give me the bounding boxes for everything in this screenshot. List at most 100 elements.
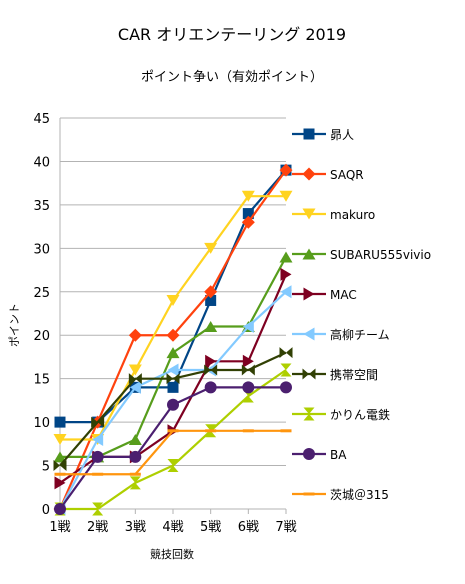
data-point xyxy=(166,373,173,385)
legend-item: SUBARU555vivio xyxy=(292,248,431,262)
x-tick-label: 6戦 xyxy=(238,520,259,535)
chart-title: CAR オリエンテーリング 2019 xyxy=(118,25,346,44)
legend-marker xyxy=(309,368,316,380)
data-point xyxy=(128,328,142,342)
y-axis-label: ポイント xyxy=(8,303,21,347)
y-tick-label: 45 xyxy=(33,112,50,127)
data-point xyxy=(92,472,104,476)
x-tick-label: 4戦 xyxy=(162,520,183,535)
legend-marker xyxy=(303,492,315,496)
x-tick-label: 2戦 xyxy=(87,520,108,535)
data-point xyxy=(92,432,104,446)
data-point xyxy=(129,482,141,490)
data-point xyxy=(167,398,179,411)
data-point xyxy=(204,364,211,376)
data-point xyxy=(54,472,66,476)
legend-label: 携帯空間 xyxy=(330,367,378,382)
data-point xyxy=(242,381,255,394)
x-tick-label: 1戦 xyxy=(49,520,70,535)
legend-item: 昴人 xyxy=(292,128,354,142)
data-point xyxy=(97,416,105,428)
legend: 昴人 SAQR makuro SUBARU555vivio MAC 高柳チーム携帯空間かり… xyxy=(292,128,431,502)
data-point xyxy=(167,363,179,377)
data-point xyxy=(204,321,218,333)
series-7 xyxy=(53,347,293,472)
data-point xyxy=(280,363,292,370)
y-tick-label: 10 xyxy=(33,416,50,431)
y-tick-label: 5 xyxy=(42,460,50,475)
data-point xyxy=(92,502,104,509)
series-9 xyxy=(54,381,292,515)
data-point xyxy=(242,208,254,220)
series-10 xyxy=(54,429,292,476)
data-point xyxy=(54,476,66,490)
data-point xyxy=(205,354,217,368)
data-point xyxy=(128,364,142,376)
data-point xyxy=(280,381,292,394)
y-tick-label: 0 xyxy=(42,503,50,518)
x-tick-label: 5戦 xyxy=(200,520,221,535)
data-point xyxy=(205,424,217,431)
data-point xyxy=(167,381,179,393)
legend-marker xyxy=(303,287,315,301)
data-point xyxy=(129,472,141,476)
data-point xyxy=(205,294,217,306)
y-tick-label: 30 xyxy=(33,242,50,257)
legend-marker xyxy=(302,208,316,220)
data-point xyxy=(241,364,249,376)
legend-item: 茨城＠315 xyxy=(292,488,389,502)
legend-label: SUBARU555vivio xyxy=(330,248,431,262)
legend-label: 昴人 xyxy=(330,128,354,142)
legend-marker xyxy=(303,448,315,460)
data-point xyxy=(279,347,286,359)
x-tick-label: 7戦 xyxy=(275,520,296,535)
data-point xyxy=(91,450,104,463)
data-point xyxy=(129,476,141,483)
data-point xyxy=(128,433,142,445)
data-point xyxy=(204,242,218,254)
data-point xyxy=(204,285,218,299)
data-point xyxy=(129,380,141,394)
data-point xyxy=(53,460,60,472)
data-point xyxy=(129,450,142,463)
data-point xyxy=(167,429,179,433)
legend-label: SAQR xyxy=(330,168,364,182)
x-tick-label: 3戦 xyxy=(125,520,146,535)
data-point xyxy=(54,416,66,428)
legend-label: MAC xyxy=(330,288,357,302)
y-tick-label: 20 xyxy=(33,329,50,344)
data-point xyxy=(53,451,67,463)
data-point xyxy=(204,381,217,394)
data-point xyxy=(167,465,179,473)
data-point xyxy=(53,433,67,445)
legend-label: 茨城＠315 xyxy=(330,488,389,502)
data-point xyxy=(241,215,255,229)
data-point xyxy=(135,373,142,385)
data-point xyxy=(280,285,292,299)
legend-label: BA xyxy=(330,448,347,462)
data-point xyxy=(242,429,254,433)
y-tick-label: 25 xyxy=(33,286,50,301)
legend-label: makuro xyxy=(330,208,375,222)
data-point xyxy=(248,364,255,376)
legend-marker xyxy=(303,327,315,341)
data-point xyxy=(173,373,180,385)
data-point xyxy=(242,354,254,368)
legend-item: makuro xyxy=(292,208,375,222)
legend-label: 高柳チーム xyxy=(330,327,390,342)
legend-marker xyxy=(303,128,315,140)
data-point xyxy=(166,294,180,306)
legend-marker xyxy=(302,248,316,260)
data-point xyxy=(166,328,180,342)
data-point xyxy=(60,460,67,472)
legend-item: MAC xyxy=(292,287,357,302)
data-point xyxy=(91,416,98,428)
data-point xyxy=(166,347,180,359)
data-point xyxy=(279,190,293,202)
data-point xyxy=(279,251,293,263)
legend-item: かりん電鉄 xyxy=(292,407,390,422)
plot-area: 0 5 10 15 20 25 30 35 40 45 1戦 2戦 3戦 4戦 5戦 6戦 7戦 xyxy=(33,112,296,535)
data-point xyxy=(167,459,179,466)
data-point xyxy=(128,373,136,385)
data-point xyxy=(280,267,292,281)
